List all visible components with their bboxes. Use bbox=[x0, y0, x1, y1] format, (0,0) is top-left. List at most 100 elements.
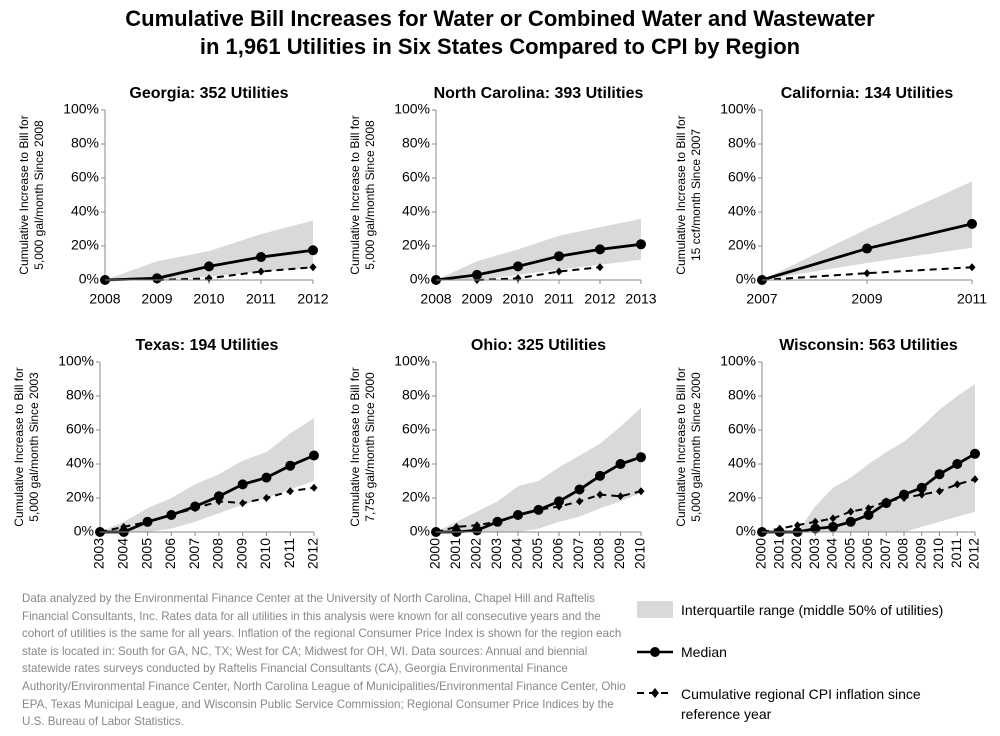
x-tick-label: 2011 bbox=[246, 291, 276, 307]
point bbox=[576, 497, 583, 506]
x-tick-label: 2006 bbox=[550, 538, 566, 569]
x-tick-label: 2007 bbox=[186, 538, 202, 569]
point bbox=[636, 239, 646, 250]
y-tick-label: 80% bbox=[66, 387, 94, 403]
x-tick-label: 2007 bbox=[570, 538, 586, 569]
point bbox=[595, 244, 605, 255]
point bbox=[595, 470, 605, 481]
point bbox=[794, 521, 801, 530]
x-tick-label: 2012 bbox=[966, 538, 982, 569]
point bbox=[514, 511, 522, 519]
y-tick-label: 80% bbox=[71, 135, 99, 151]
point bbox=[237, 479, 248, 490]
x-tick-label: 2008 bbox=[210, 538, 226, 569]
y-tick-label: 60% bbox=[66, 421, 94, 437]
y-tick-label: 80% bbox=[402, 135, 430, 151]
y-tick-label: 60% bbox=[728, 421, 756, 437]
y-tick-label: 100% bbox=[720, 353, 756, 369]
point bbox=[167, 511, 175, 519]
point bbox=[472, 269, 482, 280]
x-tick-label: 2005 bbox=[529, 538, 545, 569]
point bbox=[936, 487, 943, 496]
x-tick-label: 2006 bbox=[859, 538, 875, 569]
point bbox=[617, 492, 624, 501]
x-tick-label: 2002 bbox=[468, 538, 484, 569]
legend-label: Cumulative regional CPI inflation since … bbox=[681, 686, 921, 722]
point bbox=[309, 263, 317, 272]
x-tick-label: 2011 bbox=[544, 291, 574, 307]
legend-swatch bbox=[650, 647, 660, 657]
y-axis-label: 5,000 gal/month Since 2008 bbox=[32, 120, 46, 270]
x-tick-label: 2011 bbox=[948, 538, 964, 568]
y-tick-label: 0% bbox=[410, 523, 430, 539]
x-tick-label: 2010 bbox=[257, 538, 273, 569]
y-tick-label: 0% bbox=[736, 271, 756, 287]
point bbox=[555, 267, 563, 276]
chart-title: Georgia: 352 Utilities bbox=[129, 85, 288, 102]
y-tick-label: 60% bbox=[71, 169, 99, 185]
y-axis-label: 5,000 gal/month Since 2000 bbox=[689, 372, 703, 522]
point bbox=[615, 459, 626, 469]
point bbox=[494, 517, 501, 526]
point bbox=[953, 480, 961, 489]
x-tick-label: 2002 bbox=[788, 538, 804, 569]
point bbox=[309, 450, 319, 461]
x-tick-label: 2007 bbox=[877, 538, 893, 569]
point bbox=[918, 490, 926, 499]
range-band bbox=[436, 218, 641, 280]
range-band bbox=[105, 220, 313, 280]
x-tick-label: 2008 bbox=[895, 538, 911, 569]
y-tick-label: 100% bbox=[394, 101, 430, 117]
point bbox=[453, 522, 460, 531]
chart-title: Ohio: 325 Utilities bbox=[471, 337, 606, 354]
point bbox=[285, 460, 296, 471]
x-tick-label: 2009 bbox=[851, 291, 882, 307]
point bbox=[554, 496, 564, 507]
title: Cumulative Bill Increases for Water or C… bbox=[125, 6, 875, 31]
y-tick-label: 20% bbox=[402, 237, 430, 253]
y-tick-label: 20% bbox=[66, 489, 94, 505]
series-line bbox=[156, 266, 314, 281]
series-line bbox=[435, 242, 642, 282]
x-tick-label: 2011 bbox=[281, 538, 297, 568]
x-tick-label: 2000 bbox=[753, 538, 769, 569]
point bbox=[261, 472, 272, 483]
y-tick-label: 20% bbox=[71, 237, 99, 253]
x-tick-label: 2012 bbox=[297, 291, 328, 307]
legend-label: Median bbox=[681, 644, 727, 660]
chart-title: Wisconsin: 563 Utilities bbox=[779, 337, 958, 354]
x-tick-label: 2001 bbox=[447, 538, 463, 569]
y-tick-label: 0% bbox=[74, 523, 94, 539]
x-tick-label: 2009 bbox=[611, 538, 627, 569]
x-tick-label: 2005 bbox=[841, 538, 857, 569]
x-tick-label: 2004 bbox=[824, 538, 840, 569]
y-tick-label: 40% bbox=[728, 203, 756, 219]
point bbox=[900, 494, 908, 502]
y-tick-label: 60% bbox=[402, 421, 430, 437]
y-axis-label: Cumulative Increase to Bill for bbox=[348, 367, 362, 526]
y-tick-label: 40% bbox=[728, 455, 756, 471]
point bbox=[204, 261, 214, 272]
point bbox=[286, 487, 294, 496]
point bbox=[213, 491, 224, 502]
y-axis-label: Cumulative Increase to Bill for bbox=[348, 115, 362, 274]
x-tick-label: 2009 bbox=[461, 291, 492, 307]
x-tick-label: 2004 bbox=[114, 538, 130, 569]
point bbox=[847, 507, 855, 516]
y-axis-label: Cumulative Increase to Bill for bbox=[674, 115, 688, 274]
x-tick-label: 2007 bbox=[746, 291, 777, 307]
point bbox=[191, 504, 199, 513]
y-tick-label: 40% bbox=[402, 203, 430, 219]
point bbox=[308, 245, 318, 256]
y-tick-label: 100% bbox=[720, 101, 756, 117]
y-tick-label: 60% bbox=[402, 169, 430, 185]
point bbox=[934, 469, 945, 480]
point bbox=[215, 497, 223, 506]
x-tick-label: 2009 bbox=[233, 538, 249, 569]
y-tick-label: 0% bbox=[410, 271, 430, 287]
x-tick-label: 2013 bbox=[625, 291, 656, 307]
x-tick-label: 2001 bbox=[770, 538, 786, 569]
point bbox=[574, 484, 585, 495]
